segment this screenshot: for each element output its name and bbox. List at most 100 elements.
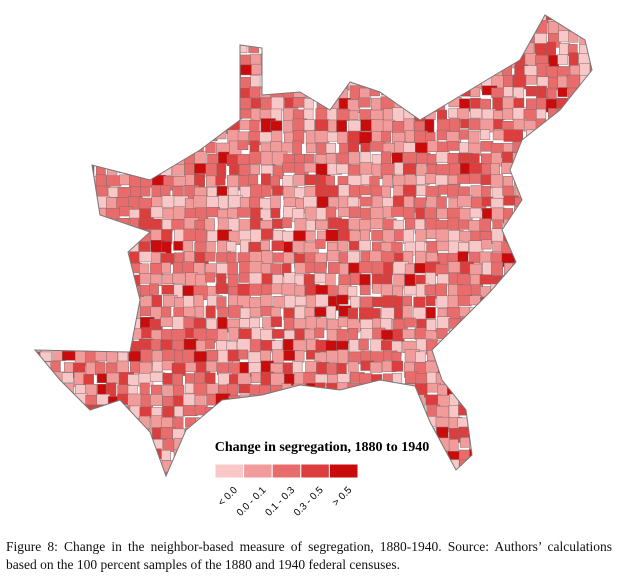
county [348, 33, 363, 46]
county [581, 207, 592, 219]
county [183, 119, 197, 134]
county [85, 42, 100, 57]
county [578, 437, 592, 452]
county [271, 96, 284, 111]
county [206, 350, 219, 361]
county [270, 427, 285, 441]
county [338, 53, 354, 69]
county [338, 427, 349, 441]
county [106, 305, 122, 316]
county [106, 55, 117, 68]
county [536, 284, 549, 298]
county [536, 318, 547, 333]
county [97, 152, 112, 169]
county [161, 120, 177, 131]
county [523, 328, 538, 340]
county [173, 19, 184, 30]
county [490, 417, 502, 431]
county [195, 54, 207, 68]
county [40, 285, 56, 298]
county [449, 118, 460, 134]
county [283, 119, 294, 134]
county [139, 152, 152, 164]
county [194, 439, 209, 453]
county [513, 382, 526, 398]
county [150, 30, 164, 44]
county [546, 360, 562, 372]
county [383, 43, 399, 59]
county [150, 206, 164, 218]
county [281, 142, 294, 153]
county [349, 272, 362, 286]
county [503, 449, 517, 464]
county [139, 459, 156, 472]
county [436, 207, 448, 220]
county [348, 151, 360, 165]
county [458, 329, 471, 343]
county [404, 98, 418, 110]
county [152, 360, 164, 372]
county [580, 350, 592, 362]
county [216, 65, 231, 81]
county [469, 108, 482, 119]
county [567, 97, 578, 113]
county [41, 53, 55, 68]
county [228, 405, 239, 420]
county [42, 251, 54, 266]
county [525, 394, 541, 406]
county [512, 74, 527, 90]
county [75, 41, 89, 52]
county [51, 462, 64, 475]
county [579, 229, 591, 245]
county [185, 459, 201, 474]
county [129, 76, 142, 92]
county [490, 198, 504, 209]
county [523, 404, 539, 420]
county [589, 362, 592, 377]
county [359, 162, 373, 176]
county [524, 284, 538, 294]
county [105, 470, 121, 476]
county [317, 86, 333, 100]
county [129, 217, 140, 230]
county [117, 460, 128, 476]
county [414, 327, 427, 340]
county [249, 405, 261, 419]
county [578, 175, 590, 187]
county [193, 42, 207, 55]
county [116, 360, 129, 373]
county [435, 174, 448, 186]
county [182, 393, 196, 408]
county [424, 64, 438, 79]
county [73, 33, 88, 48]
county [481, 15, 496, 25]
county [271, 42, 285, 53]
county [249, 415, 263, 429]
county [50, 316, 67, 327]
county [84, 241, 100, 257]
county [480, 329, 493, 340]
county [149, 140, 165, 153]
county [326, 241, 338, 252]
county [567, 119, 581, 133]
county [174, 119, 189, 132]
county [502, 108, 514, 120]
county [589, 176, 592, 190]
county [547, 385, 558, 398]
county [129, 251, 141, 264]
county [360, 396, 372, 410]
county [204, 43, 217, 54]
county [359, 284, 371, 296]
county [107, 32, 122, 43]
county [424, 427, 435, 441]
county [589, 274, 592, 289]
county [173, 241, 184, 251]
county [481, 20, 497, 35]
county [369, 361, 383, 373]
county [325, 75, 339, 89]
county [228, 75, 241, 91]
county [63, 15, 77, 20]
county [402, 295, 413, 307]
county [97, 438, 110, 450]
county [348, 206, 362, 219]
